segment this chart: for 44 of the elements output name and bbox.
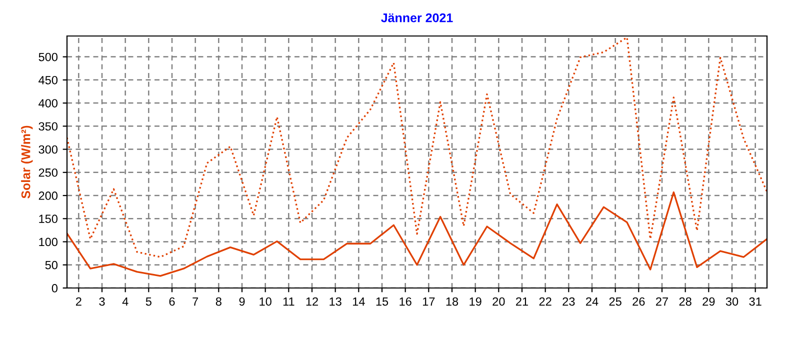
x-tick-label: 19 [470, 297, 482, 306]
x-tick-label: 30 [726, 297, 738, 306]
x-tick-label: 23 [562, 297, 575, 306]
y-tick-label: 200 [38, 192, 58, 200]
y-tick-label: 350 [38, 122, 58, 131]
x-tick-label: 31 [749, 297, 762, 306]
x-tick-label: 11 [283, 297, 294, 306]
x-tick-label: 7 [192, 297, 198, 306]
x-tick-label: 10 [260, 297, 272, 306]
x-tick-label: 14 [353, 297, 365, 306]
x-tick-label: 24 [586, 297, 598, 306]
x-tick-label: 6 [169, 297, 175, 306]
x-tick-label: 21 [516, 297, 528, 306]
x-tick-label: 8 [216, 297, 222, 306]
x-tick-label: 20 [492, 297, 505, 306]
x-tick-label: 15 [376, 297, 388, 306]
x-tick-label: 27 [656, 297, 668, 306]
y-tick-label: 400 [38, 99, 58, 108]
x-tick-label: 2 [76, 297, 82, 306]
x-tick-label: 22 [539, 297, 552, 306]
y-axis-title: Solar (W/m²) [21, 126, 33, 198]
x-tick-label: 12 [306, 297, 318, 306]
x-tick-label: 29 [702, 297, 715, 306]
y-tick-label: 0 [52, 284, 58, 292]
x-tick-label: 16 [400, 297, 412, 306]
x-tick-label: 25 [609, 297, 622, 306]
y-tick-label: 100 [39, 238, 58, 246]
y-tick-label: 300 [38, 145, 58, 154]
line-series [67, 191, 767, 277]
x-tick-label: 18 [446, 297, 458, 306]
y-tick-label: 250 [38, 168, 58, 177]
y-tick-label: 500 [38, 52, 58, 62]
x-tick-label: 9 [239, 297, 245, 306]
y-tick-label: 50 [45, 260, 58, 270]
x-tick-label: 26 [632, 297, 645, 306]
y-tick-label: 450 [38, 76, 58, 84]
x-tick-label: 28 [679, 297, 692, 306]
x-tick-label: 3 [99, 297, 105, 306]
y-tick-label: 150 [39, 214, 58, 224]
x-tick-label: 13 [330, 297, 342, 306]
chart-title: Jänner 2021 [381, 13, 453, 22]
x-tick-label: 17 [423, 297, 435, 306]
x-tick-label: 4 [122, 297, 128, 306]
x-tick-label: 5 [146, 297, 152, 306]
